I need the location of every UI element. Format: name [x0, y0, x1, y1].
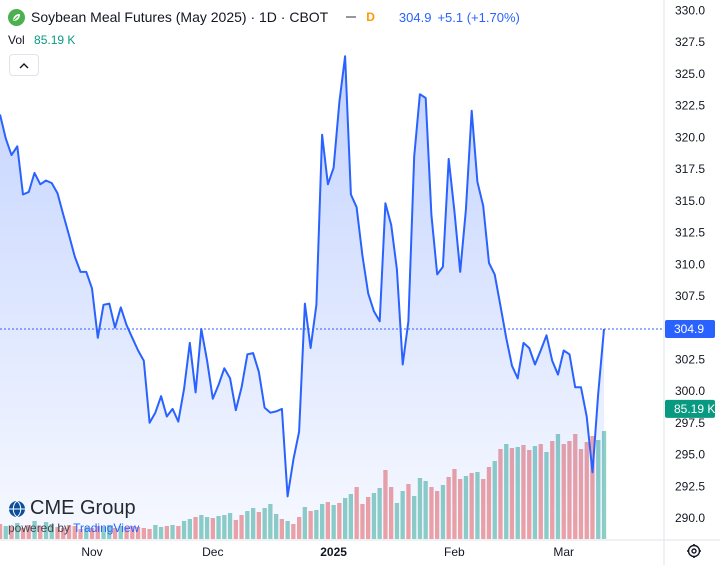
volume-value: 85.19 K — [34, 33, 76, 47]
price-tick-label: 317.5 — [675, 162, 705, 176]
price-tick-label: 302.5 — [675, 352, 705, 366]
price-area-fill — [0, 56, 604, 539]
powered-by-text: powered by — [8, 521, 71, 535]
axis-badges: 304.9 85.19 K — [665, 319, 715, 418]
price-line — [0, 55, 605, 498]
price-tick-label: 300.0 — [675, 384, 705, 398]
volume-badge-box — [665, 399, 715, 418]
cme-brand-text: CME Group — [30, 497, 136, 519]
cme-globe-icon — [9, 500, 25, 517]
price-tick-label: 290.0 — [675, 511, 705, 525]
last-price-value: 304.9 — [398, 9, 432, 25]
cme-group-watermark[interactable]: CME Group powered by TradingView — [8, 497, 139, 535]
symbol-title[interactable]: Soybean Meal Futures (May 2025) · 1D · C… — [31, 9, 329, 25]
time-tick-label: 2025 — [320, 545, 347, 559]
time-axis[interactable]: Nov Dec 2025 Feb Mar — [0, 539, 720, 559]
time-tick-label: Mar — [553, 545, 574, 559]
price-tick-label: 310.0 — [675, 257, 705, 271]
price-tick-label: 307.5 — [675, 289, 705, 303]
price-axis[interactable]: 330.0 327.5 325.0 322.5 320.0 317.5 315.0 312.5… — [663, 0, 705, 565]
last-price-badge-label: 304.9 — [674, 322, 704, 336]
price-tick-label: 292.5 — [675, 479, 705, 493]
volume-bar — [601, 431, 607, 539]
volume-legend: Vol 85.19 K — [8, 33, 75, 47]
chevron-up-icon — [19, 62, 29, 68]
legend-header: Soybean Meal Futures (May 2025) · 1D · C… — [8, 7, 520, 27]
collapse-legend-button[interactable] — [9, 54, 39, 76]
last-price-badge-box — [665, 319, 715, 338]
price-change-value: +5.1 (+1.70%) — [437, 9, 520, 25]
price-tick-label: 330.0 — [675, 4, 705, 18]
soybean-leaf-icon[interactable] — [8, 8, 25, 26]
price-tick-label: 312.5 — [675, 226, 705, 240]
volume-label[interactable]: Vol — [8, 33, 25, 47]
line-style-icon — [346, 16, 357, 18]
price-tick-label: 322.5 — [675, 99, 705, 113]
price-tick-label: 325.0 — [675, 67, 705, 81]
price-source-badge: D — [366, 10, 375, 24]
volume-badge-label: 85.19 K — [674, 402, 715, 416]
time-tick-label: Feb — [444, 545, 465, 559]
price-tick-label: 295.0 — [675, 448, 705, 462]
price-tick-label: 320.0 — [675, 130, 705, 144]
gear-icon[interactable] — [686, 543, 702, 559]
price-tick-label: 315.0 — [675, 194, 705, 208]
time-tick-label: Nov — [81, 545, 102, 559]
price-tick-label: 327.5 — [675, 35, 705, 49]
tradingview-brand-text: TradingView — [73, 521, 140, 535]
price-tick-label: 297.5 — [675, 416, 705, 430]
time-tick-label: Dec — [202, 545, 223, 559]
